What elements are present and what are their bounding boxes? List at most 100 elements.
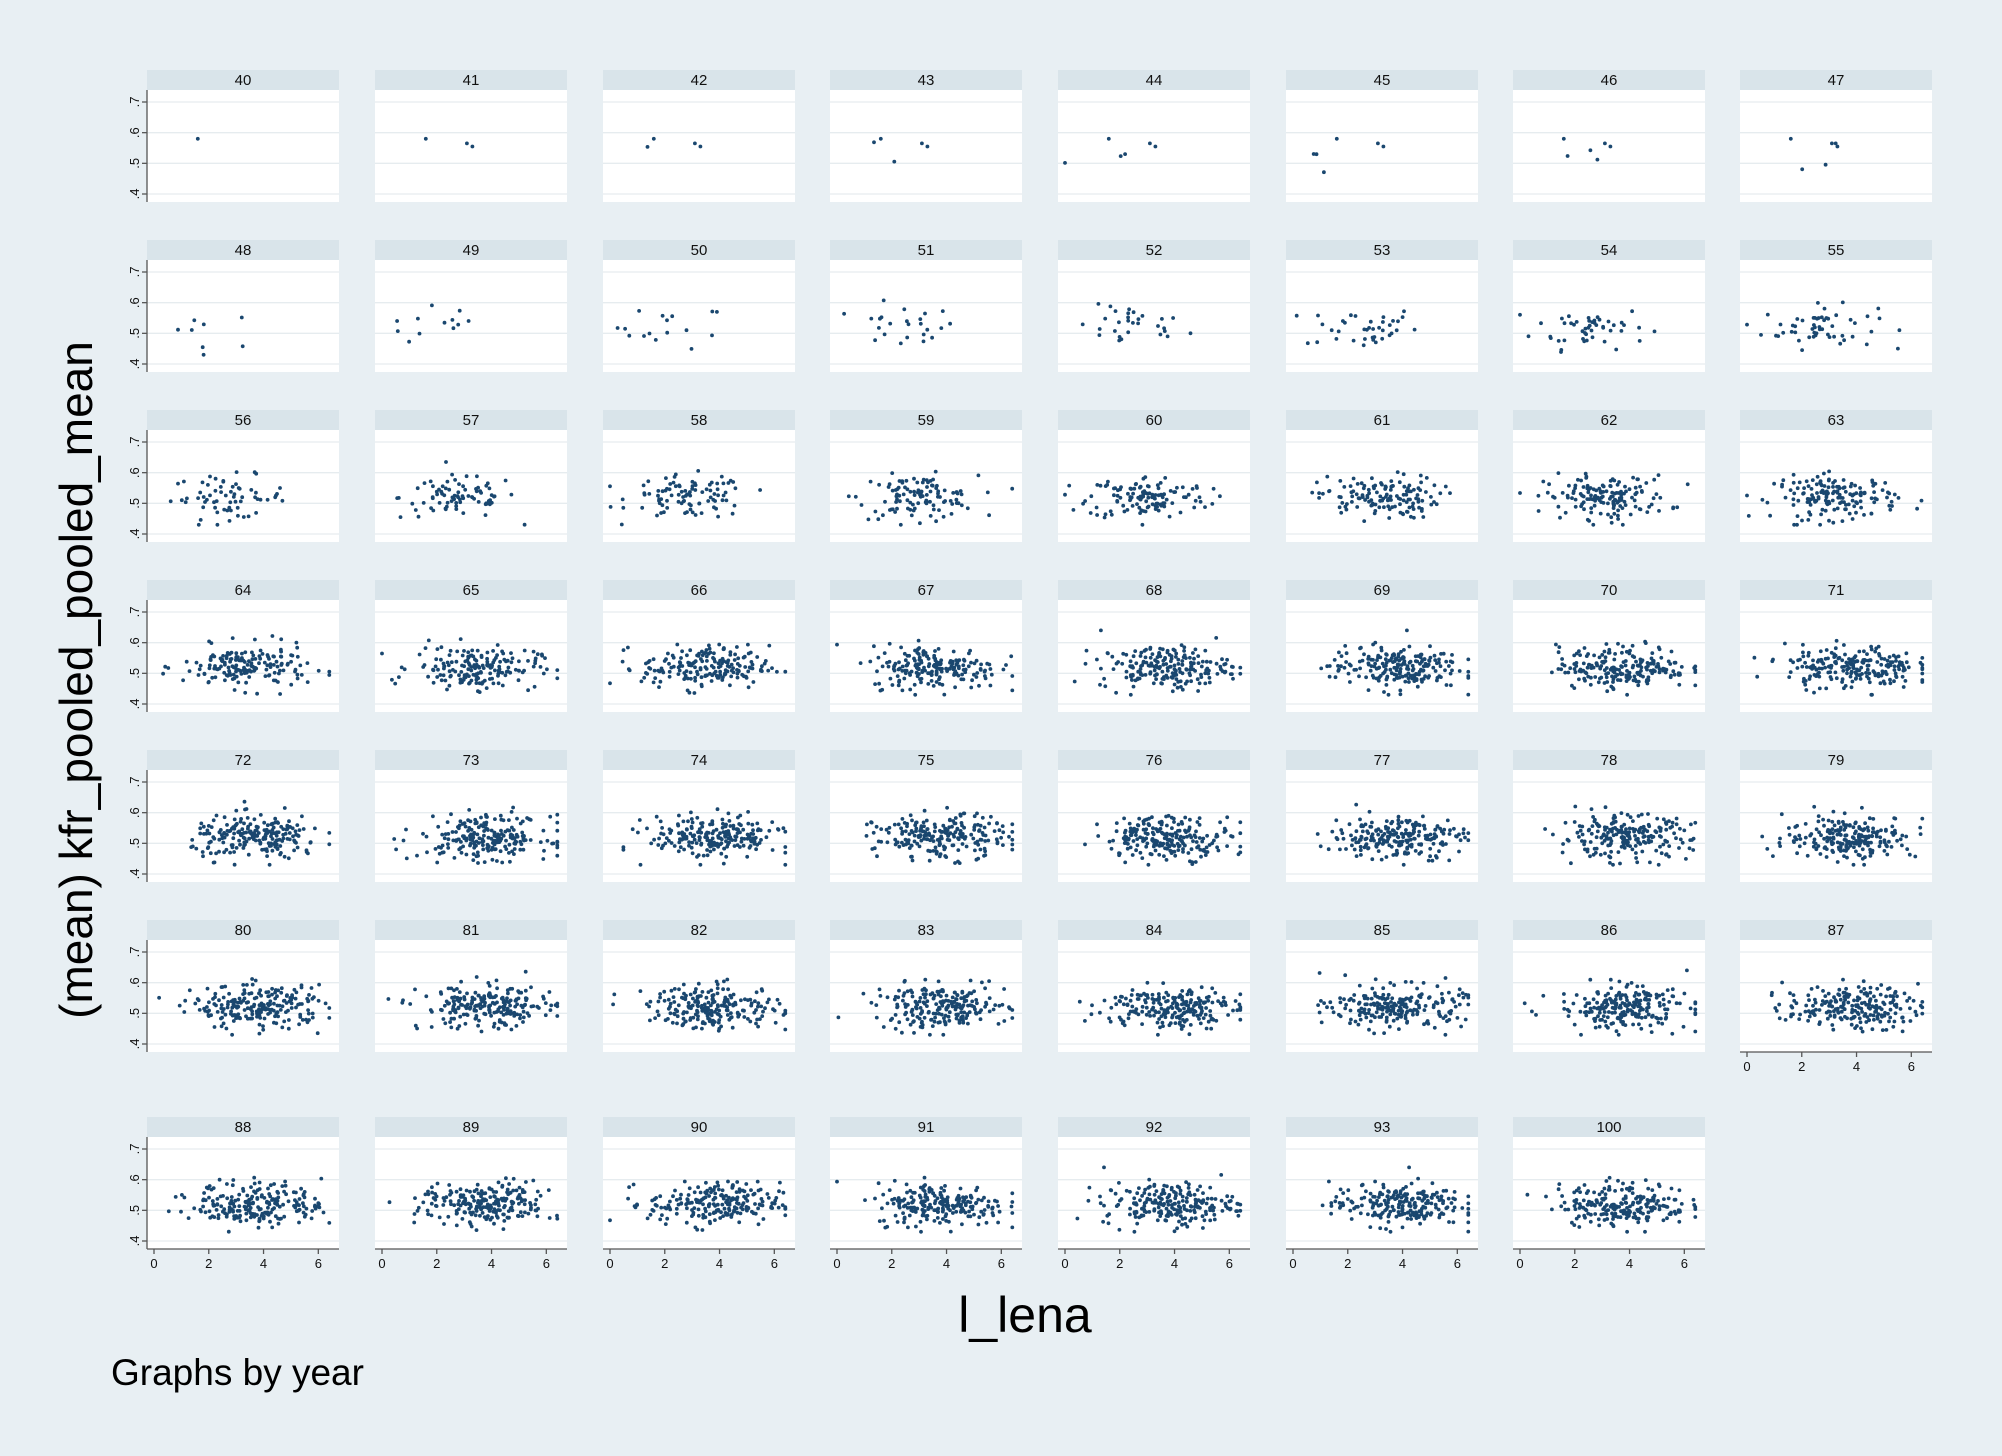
scatter-point <box>1829 666 1833 670</box>
scatter-point <box>1920 667 1925 672</box>
scatter-point <box>1413 849 1418 853</box>
scatter-point <box>1450 653 1454 657</box>
scatter-point <box>1381 671 1385 676</box>
scatter-point <box>295 645 300 650</box>
scatter-point <box>912 839 917 844</box>
scatter-point <box>1820 666 1824 671</box>
scatter-point <box>695 855 699 859</box>
scatter-point <box>272 1001 276 1006</box>
scatter-point <box>1159 819 1164 824</box>
scatter-point <box>254 490 258 495</box>
scatter-point <box>253 637 257 642</box>
scatter-point <box>893 661 898 666</box>
scatter-point <box>1188 817 1192 822</box>
scatter-point <box>619 522 624 527</box>
scatter-point <box>1225 844 1229 848</box>
scatter-point <box>751 680 756 684</box>
scatter-point <box>1382 664 1386 669</box>
scatter-point <box>218 485 223 489</box>
scatter-point <box>270 821 275 826</box>
panel-strip <box>830 410 1022 430</box>
scatter-point <box>1412 487 1416 492</box>
scatter-point <box>533 661 537 666</box>
scatter-point <box>423 646 428 650</box>
panel-strip <box>1058 70 1250 90</box>
scatter-point <box>1858 486 1862 490</box>
scatter-point <box>776 827 780 831</box>
scatter-point <box>520 670 525 675</box>
scatter-point <box>1357 659 1362 664</box>
scatter-point <box>1647 840 1651 845</box>
scatter-point <box>466 829 470 833</box>
scatter-point <box>238 842 242 847</box>
scatter-point <box>1853 483 1857 488</box>
scatter-point <box>457 673 461 678</box>
scatter-point <box>1454 834 1458 838</box>
scatter-point <box>1218 820 1222 825</box>
scatter-point <box>471 672 476 677</box>
scatter-point <box>1892 664 1897 669</box>
scatter-point <box>1672 672 1677 677</box>
scatter-point <box>719 851 724 856</box>
scatter-point <box>443 486 448 491</box>
scatter-point <box>1831 481 1835 485</box>
scatter-point <box>724 498 729 503</box>
scatter-point <box>730 511 735 516</box>
scatter-point <box>1604 489 1609 494</box>
scatter-point <box>731 670 736 675</box>
scatter-point <box>454 659 459 664</box>
scatter-point <box>283 831 288 836</box>
scatter-point <box>518 839 523 844</box>
scatter-point <box>1611 826 1615 831</box>
scatter-point <box>1633 834 1637 838</box>
scatter-point <box>1339 828 1344 832</box>
scatter-point <box>555 828 560 833</box>
panel-strip <box>375 580 567 600</box>
scatter-point <box>1641 674 1645 679</box>
scatter-point <box>715 674 719 678</box>
scatter-point <box>231 836 236 841</box>
scatter-point <box>447 487 452 492</box>
scatter-point <box>1203 681 1208 686</box>
scatter-point <box>1401 862 1406 867</box>
scatter-point <box>910 818 914 823</box>
scatter-point <box>1866 828 1871 833</box>
scatter-point <box>1417 851 1422 856</box>
scatter-point <box>728 683 732 688</box>
scatter-point <box>917 646 922 650</box>
scatter-point <box>252 996 257 1001</box>
scatter-point <box>746 821 751 826</box>
panel-title: 73 <box>463 752 480 769</box>
scatter-point <box>278 852 282 857</box>
scatter-point <box>955 491 960 496</box>
scatter-point <box>282 1019 287 1024</box>
y-tick-label: .5 <box>127 498 142 509</box>
scatter-point <box>440 832 445 837</box>
scatter-point <box>479 653 484 658</box>
scatter-point <box>407 339 411 344</box>
scatter-point <box>1637 830 1642 835</box>
scatter-point <box>906 322 911 327</box>
scatter-point <box>1412 836 1417 841</box>
scatter-point <box>746 642 750 647</box>
scatter-point <box>642 334 646 338</box>
scatter-point <box>1426 858 1431 863</box>
scatter-point <box>501 833 506 838</box>
scatter-point <box>928 499 932 504</box>
graphs-by-note: Graphs by year <box>111 1352 364 1393</box>
scatter-point <box>1624 673 1629 678</box>
scatter-point <box>686 819 690 824</box>
scatter-point <box>1810 478 1815 482</box>
scatter-point <box>1591 522 1596 527</box>
scatter-point <box>226 665 231 670</box>
scatter-point <box>468 833 473 838</box>
scatter-point <box>1844 823 1849 827</box>
scatter-point <box>1693 820 1698 825</box>
scatter-point <box>255 691 259 696</box>
scatter-point <box>274 833 279 838</box>
scatter-point <box>680 830 685 835</box>
panel-52: 52 <box>1058 240 1250 372</box>
scatter-point <box>693 513 698 517</box>
y-tick-label: .4 <box>127 699 142 710</box>
scatter-point <box>1581 494 1586 499</box>
